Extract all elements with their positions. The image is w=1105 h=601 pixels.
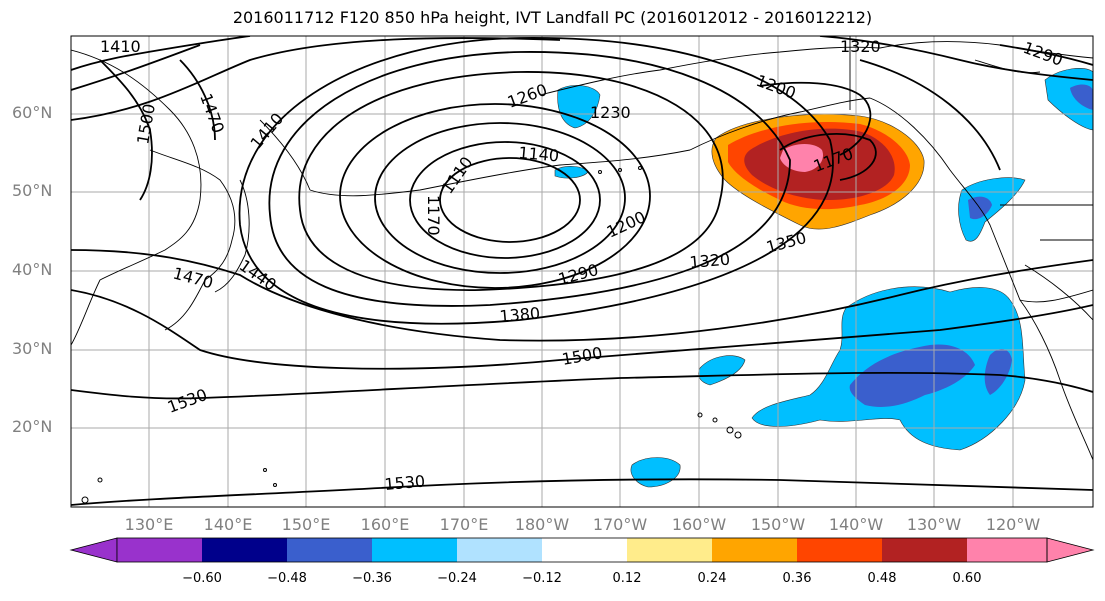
lon-label: 160°W xyxy=(671,515,727,534)
coastlines xyxy=(71,36,1093,461)
colorbar-tick-label: 0.24 xyxy=(697,571,727,586)
lat-label: 30°N xyxy=(12,339,53,358)
islands xyxy=(81,166,742,504)
lon-label: 120°W xyxy=(985,515,1041,534)
colorbar-tick-label: −0.48 xyxy=(267,571,307,586)
lon-label: 140°W xyxy=(828,515,884,534)
colorbar xyxy=(69,537,1095,563)
contour-label: 1140 xyxy=(518,143,560,165)
lon-label: 170°W xyxy=(592,515,648,534)
lat-label: 20°N xyxy=(12,417,53,436)
lat-label: 60°N xyxy=(12,103,53,122)
colorbar-extend-low xyxy=(69,537,118,563)
map-title: 2016011712 F120 850 hPa height, IVT Land… xyxy=(232,8,873,27)
colorbar-tick-label: 0.12 xyxy=(612,571,642,586)
lon-label: 180°W xyxy=(514,515,570,534)
colorbar-tick-label: 0.48 xyxy=(867,571,897,586)
contour-label: 1530 xyxy=(384,472,426,494)
height-contours xyxy=(71,36,1093,506)
lat-label: 40°N xyxy=(12,260,53,279)
lon-label: 160°E xyxy=(360,515,410,534)
contour-label: 1410 xyxy=(100,37,141,56)
colorbar-tick-label: −0.60 xyxy=(182,571,222,586)
plot-area: 1410 1470 1500 1410 1260 1230 1320 1290 … xyxy=(71,36,1093,507)
plot-frame xyxy=(70,35,1094,508)
gridlines xyxy=(71,36,1093,507)
colorbar-tick-label: 0.36 xyxy=(782,571,812,586)
colorbar-tick-label: 0.60 xyxy=(952,571,982,586)
contour-label: 1230 xyxy=(590,103,631,122)
colorbar-tick-label: −0.12 xyxy=(522,571,562,586)
lon-label: 130°E xyxy=(124,515,174,534)
lon-label: 150°E xyxy=(281,515,331,534)
lon-label: 140°E xyxy=(203,515,253,534)
contour-label: 1380 xyxy=(499,304,541,326)
colorbar-tick-label: −0.24 xyxy=(437,571,477,586)
lat-label: 50°N xyxy=(12,181,53,200)
contour-label: 1170 xyxy=(424,195,443,236)
contour-label: 1320 xyxy=(689,250,731,272)
colorbar-tick-label: −0.36 xyxy=(352,571,392,586)
lon-label: 150°W xyxy=(750,515,806,534)
lon-label: 130°W xyxy=(906,515,962,534)
colorbar-extend-high xyxy=(1046,537,1095,563)
lon-label: 170°E xyxy=(439,515,489,534)
contour-label: 1320 xyxy=(840,37,881,56)
